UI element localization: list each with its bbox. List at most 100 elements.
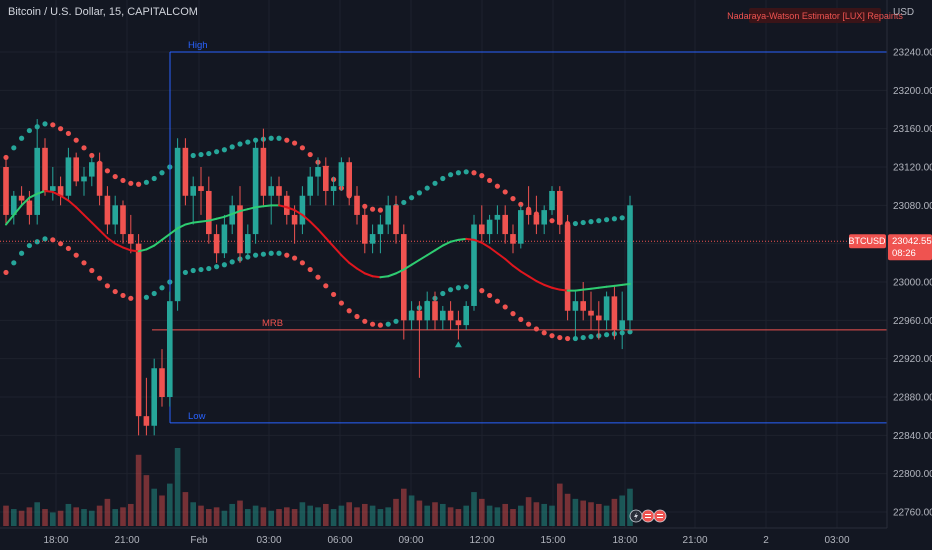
candle-body[interactable] [549,190,555,211]
candle-body[interactable] [174,147,181,302]
candle-body[interactable] [190,186,196,196]
candle-body[interactable] [323,167,329,191]
candle-body[interactable] [471,224,477,306]
candle-body[interactable] [541,210,547,225]
candle-body[interactable] [260,147,267,196]
estimator-segment [51,190,62,197]
candle-body[interactable] [135,243,142,417]
candle-body[interactable] [440,310,446,321]
upper-band-dot [487,177,493,184]
candle-body[interactable] [268,186,274,196]
volume-bar [174,448,181,526]
candle-body[interactable] [416,310,423,321]
candle-body[interactable] [245,234,251,254]
time-tick-label: 12:00 [469,535,494,546]
candle-body[interactable] [57,186,64,196]
candle-body[interactable] [338,162,345,187]
estimator-segment [246,206,257,211]
candle-body[interactable] [65,157,72,196]
candle-body[interactable] [213,234,220,254]
price-axis-panel[interactable] [887,0,932,550]
event-icons[interactable] [629,509,667,523]
candle-body[interactable] [284,195,290,215]
candle-body[interactable] [369,234,376,244]
candle-body[interactable] [362,214,368,244]
candle-body[interactable] [299,195,306,225]
candle-body[interactable] [611,296,618,330]
candle-body[interactable] [627,205,633,321]
candle-body[interactable] [3,167,9,215]
upper-band-dot [284,137,290,143]
candle-body[interactable] [494,214,501,220]
candle-body[interactable] [525,210,532,215]
candle-body[interactable] [385,205,391,225]
candle-body[interactable] [291,214,298,225]
candle-body[interactable] [572,301,579,311]
candle-body[interactable] [518,210,524,244]
indicator-badge[interactable]: Nadaraya-Watson Estimator [LUX] Repaints [727,11,903,21]
candle-body[interactable] [276,186,282,196]
candle-body[interactable] [330,186,337,191]
candle-body[interactable] [596,315,602,321]
candle-body[interactable] [26,200,33,215]
candle-body[interactable] [588,310,594,316]
candle-body[interactable] [580,301,586,311]
candle-body[interactable] [42,147,48,191]
candle-body[interactable] [128,234,134,244]
candle-body[interactable] [557,190,563,225]
estimator-segment [512,264,522,273]
candle-body[interactable] [619,320,625,330]
candle-body[interactable] [198,186,204,191]
candle-body[interactable] [479,224,485,235]
flag-icon[interactable] [653,509,667,523]
candle-body[interactable] [81,176,87,182]
candle-body[interactable] [393,205,399,235]
candle-body[interactable] [432,301,438,321]
candle-body[interactable] [486,219,493,235]
candle-body[interactable] [408,310,415,321]
candle-body[interactable] [346,162,352,196]
candle-body[interactable] [564,224,571,311]
flag-icon[interactable] [641,509,655,523]
time-tick-label: 03:00 [824,535,849,546]
candle-body[interactable] [89,162,95,177]
upper-band-dot [214,149,220,155]
candle-body[interactable] [104,195,111,225]
candle-body[interactable] [167,301,173,397]
candle-body[interactable] [34,147,40,215]
candle-body[interactable] [455,320,462,326]
candle-body[interactable] [447,310,454,321]
candle-body[interactable] [603,296,610,321]
candle-body[interactable] [143,416,150,426]
candle-body[interactable] [401,234,407,321]
candle-body[interactable] [221,224,228,254]
candle-body[interactable] [377,224,384,235]
candle-body[interactable] [315,167,321,177]
candle-body[interactable] [424,301,430,321]
candle-body[interactable] [463,305,469,326]
candle-body[interactable] [354,195,360,215]
candle-body[interactable] [112,205,118,225]
candle-body[interactable] [120,205,126,235]
candle-body[interactable] [18,195,25,201]
candle-body[interactable] [206,190,212,235]
estimator-segment [176,223,187,230]
candle-body[interactable] [96,162,103,196]
candle-body[interactable] [510,234,516,244]
candle-body[interactable] [151,368,157,426]
candle-body[interactable] [50,186,56,191]
candle-body[interactable] [307,176,313,196]
candle-body[interactable] [252,147,259,235]
estimator-segment [90,221,101,232]
indicator-badge-bg[interactable] [749,8,881,23]
candle-body[interactable] [159,368,165,397]
candle-body[interactable] [73,157,79,182]
candle-body[interactable] [502,214,508,235]
candle-body[interactable] [11,195,17,215]
candle-body[interactable] [237,205,243,254]
candle-body[interactable] [533,214,540,225]
time-axis-panel[interactable] [0,528,932,550]
candle-body[interactable] [182,147,189,196]
